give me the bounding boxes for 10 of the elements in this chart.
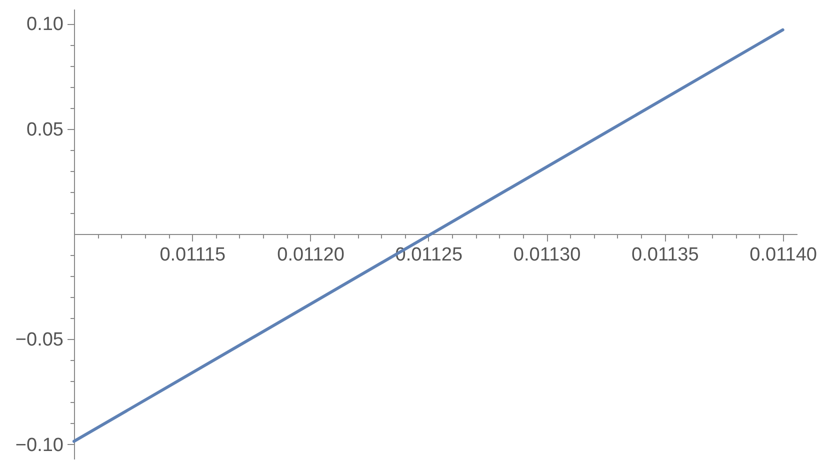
x-tick-label: 0.01120 <box>277 244 344 266</box>
x-tick-label: 0.01140 <box>750 244 817 266</box>
x-tick-label: 0.01130 <box>513 244 581 266</box>
x-tick-label: 0.01115 <box>160 244 226 266</box>
x-tick-label: 0.01135 <box>632 244 699 266</box>
y-tick-label: 0.05 <box>26 119 64 140</box>
y-tick-label: −0.10 <box>15 434 64 456</box>
y-tick-label: −0.05 <box>15 330 64 351</box>
y-tick-label: 0.10 <box>26 14 64 36</box>
x-tick-label: 0.01125 <box>395 244 463 266</box>
